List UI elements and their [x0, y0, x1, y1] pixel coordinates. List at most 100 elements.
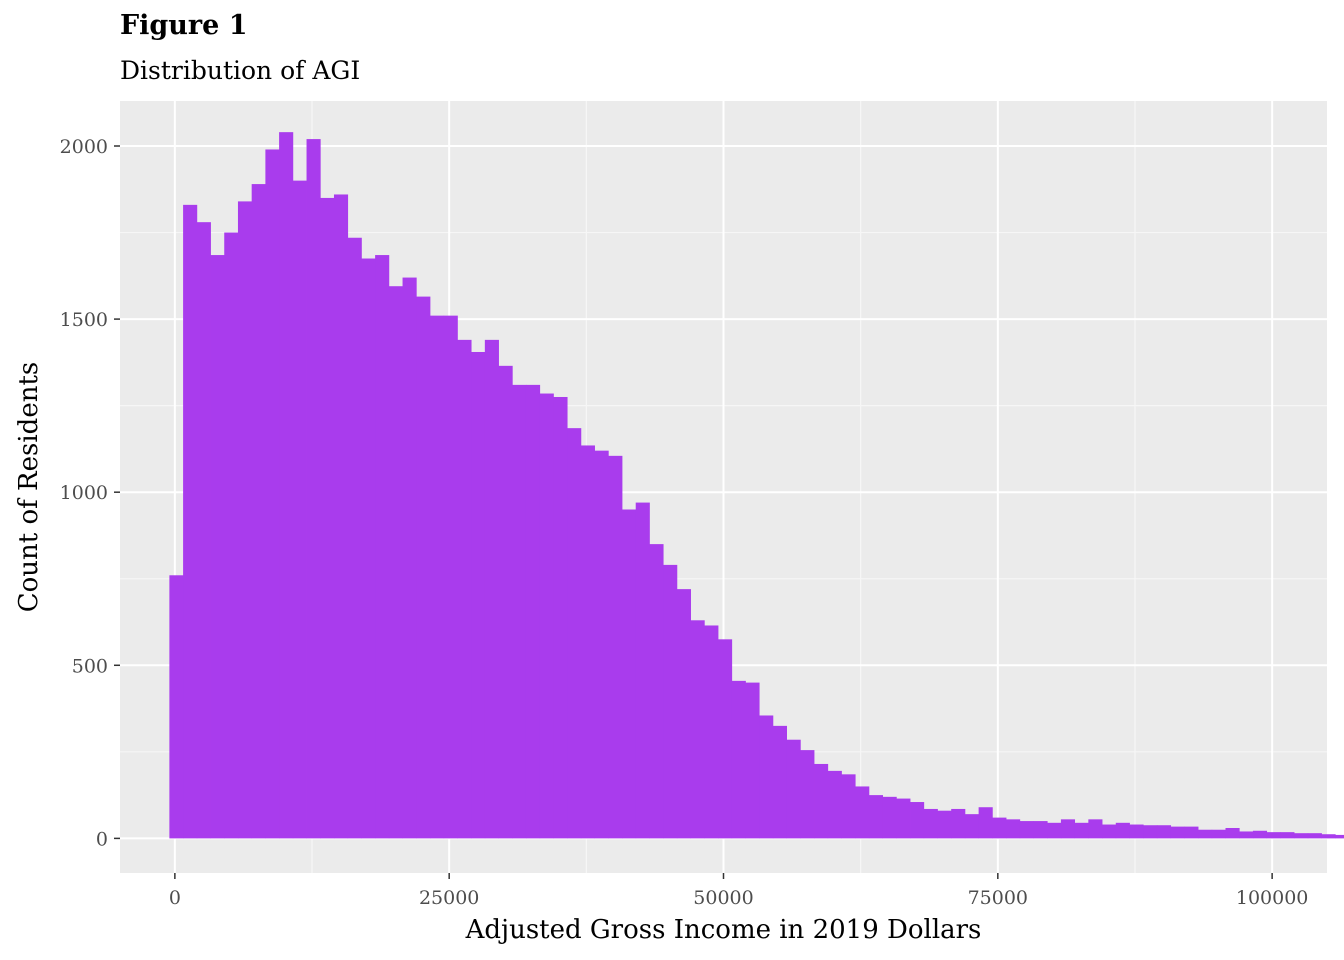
histogram-bar [210, 255, 225, 839]
histogram-bar [951, 808, 966, 839]
histogram-bar [841, 774, 856, 839]
histogram-bar [1211, 829, 1226, 839]
histogram-bar [498, 365, 513, 839]
histogram-bar [923, 808, 938, 839]
histogram-bar [1225, 827, 1240, 839]
histogram-bar [608, 455, 623, 839]
histogram-bar [1266, 832, 1281, 839]
histogram-bar [292, 180, 307, 839]
histogram-bar [580, 445, 595, 839]
histogram-bar [388, 286, 403, 839]
histogram-bar [649, 544, 664, 839]
histogram-bar [1170, 826, 1185, 839]
histogram-bar [937, 810, 952, 839]
histogram-bar [882, 796, 897, 839]
histogram-bar [196, 222, 211, 839]
histogram-bar [1074, 822, 1089, 839]
histogram-bar [471, 351, 486, 839]
histogram-bar [251, 184, 266, 839]
histogram-bar [992, 817, 1007, 839]
histogram-bar [1294, 833, 1309, 839]
y-tick-label: 2000 [60, 136, 108, 158]
histogram-bar [1335, 834, 1344, 839]
histogram-bar [1006, 819, 1021, 839]
histogram-bar [484, 339, 499, 839]
y-tick-label: 0 [96, 828, 108, 850]
histogram-bar [1198, 829, 1213, 839]
histogram-bar [1280, 832, 1295, 839]
histogram-bar [224, 232, 239, 839]
histogram-bar [553, 396, 568, 839]
histogram-bar [1115, 822, 1130, 839]
histogram-bar [855, 786, 870, 839]
x-tick-label: 25000 [419, 887, 479, 909]
histogram-bar [320, 197, 335, 839]
histogram-bar [745, 682, 760, 839]
histogram-bar [183, 204, 198, 839]
histogram-bar [1252, 830, 1268, 839]
histogram-bar [279, 132, 294, 839]
histogram-bar [622, 509, 637, 839]
histogram-bar [786, 739, 801, 839]
histogram-bar [347, 237, 362, 839]
histogram-bar [1184, 826, 1199, 839]
y-tick-label: 1500 [60, 309, 108, 331]
histogram-bar [1088, 819, 1103, 839]
histogram-bar [1156, 825, 1172, 839]
histogram-bar [704, 625, 719, 839]
histogram-bar [910, 802, 925, 839]
histogram-bar [443, 315, 458, 839]
figure-subtitle: Distribution of AGI [120, 56, 361, 85]
y-tick-label: 1000 [60, 482, 108, 504]
histogram-bar [333, 194, 349, 839]
histogram-bar [1239, 831, 1254, 839]
histogram-bar [512, 384, 527, 839]
y-tick-label: 500 [72, 655, 108, 677]
histogram-bar [567, 428, 582, 839]
histogram-bar [663, 564, 678, 839]
histogram-bar [814, 763, 829, 839]
x-tick-label: 0 [169, 887, 181, 909]
x-tick-label: 50000 [693, 887, 753, 909]
histogram-bar [731, 680, 746, 839]
x-axis-ticks: 0 25000 50000 75000 100000 [169, 873, 1309, 909]
histogram-bar [896, 798, 911, 839]
histogram-bar [800, 750, 815, 839]
histogram-bar [1019, 821, 1034, 839]
histogram-bar [1033, 821, 1048, 839]
x-axis-title: Adjusted Gross Income in 2019 Dollars [465, 915, 982, 945]
histogram-bar [361, 258, 376, 839]
histogram-bar [306, 139, 321, 839]
x-tick-label: 100000 [1236, 887, 1309, 909]
histogram-bar [594, 450, 609, 839]
histogram-bar [1307, 833, 1322, 839]
histogram-bar [1321, 834, 1336, 839]
histogram-bar [539, 393, 554, 839]
histogram-bar [827, 770, 842, 839]
histogram-bar [690, 620, 705, 839]
histogram-bars [169, 132, 1344, 839]
histogram-bar [1060, 819, 1076, 839]
histogram-bar [1129, 824, 1144, 839]
y-axis-ticks: 0 500 1000 1500 2000 [60, 136, 120, 850]
histogram-bar [416, 296, 431, 839]
x-tick-label: 75000 [968, 887, 1028, 909]
figure-title: Figure 1 [120, 10, 248, 41]
histogram-bar [237, 201, 253, 839]
histogram-bar [759, 715, 774, 839]
histogram-bar [676, 589, 691, 839]
histogram-bar [868, 795, 884, 839]
histogram-bar [375, 255, 390, 839]
histogram-bar [1047, 822, 1062, 839]
histogram-bar [402, 277, 417, 839]
histogram-bar [457, 339, 472, 839]
histogram-bar [169, 575, 184, 839]
histogram-bar [978, 807, 993, 839]
histogram-bar [1143, 825, 1158, 839]
histogram-bar [772, 725, 787, 839]
histogram-bar [1102, 824, 1117, 839]
y-axis-title: Count of Residents [14, 362, 44, 612]
histogram-bar [525, 384, 541, 839]
histogram-bar [718, 639, 733, 839]
